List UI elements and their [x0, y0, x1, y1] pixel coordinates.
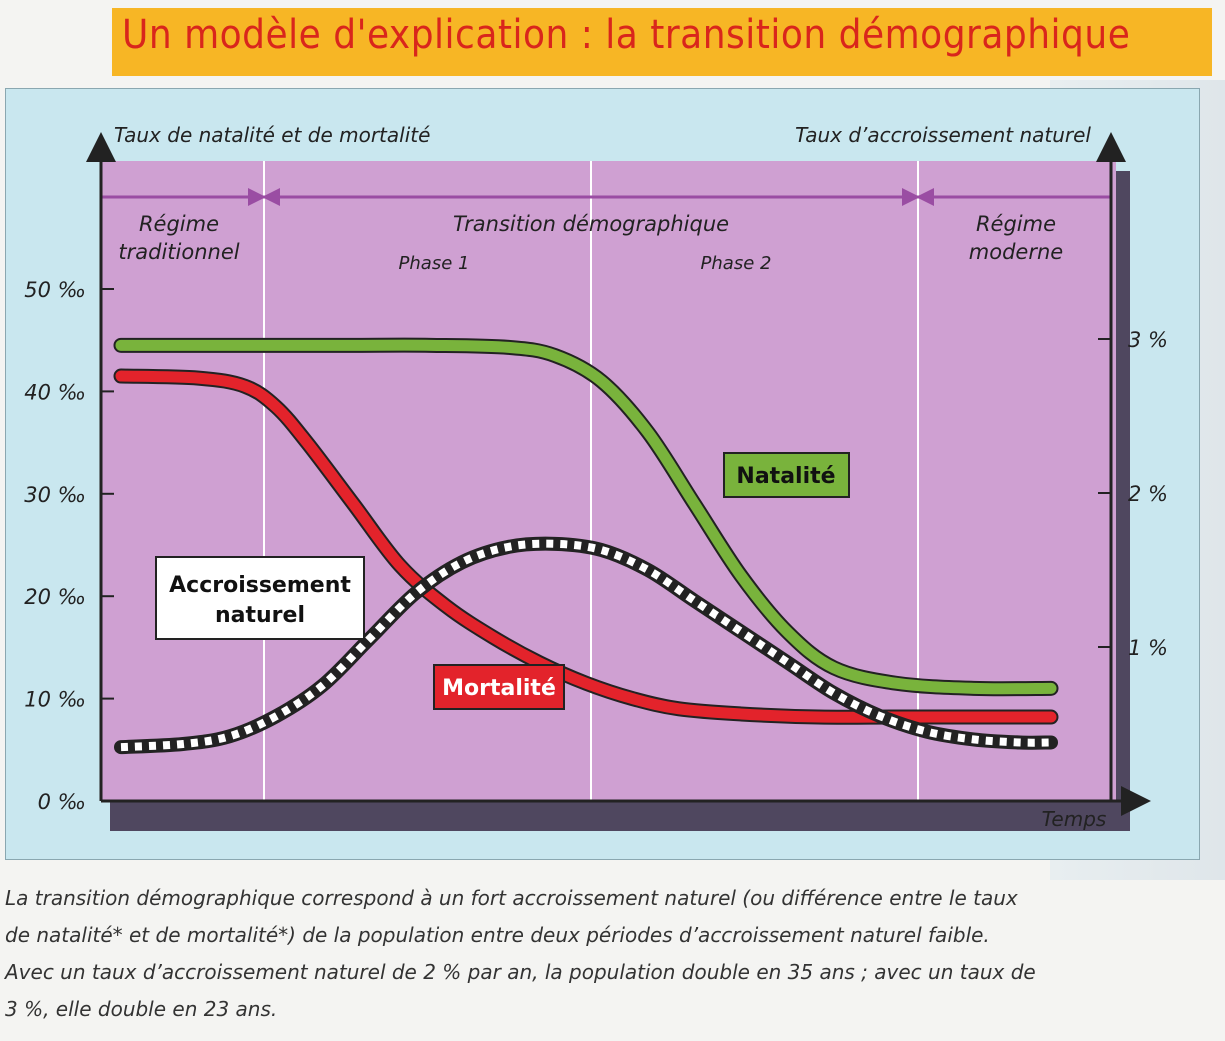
accroissement-label-box: Accroissement naturel	[155, 556, 365, 640]
title-banner	[112, 8, 1212, 76]
accroissement-label-line-1: Accroissement	[169, 573, 351, 598]
phase-2-label: Phase 2	[701, 253, 772, 274]
left-tick-label: 0 ‰	[38, 790, 86, 814]
mortalite-label-box: Mortalité	[433, 664, 565, 710]
mortalite-line	[115, 370, 1057, 723]
caption-line-3: Avec un taux d’accroissement naturel de …	[5, 960, 1036, 984]
figure-caption: La transition démographique correspond à…	[5, 880, 1210, 1028]
period-arrow-head-3	[916, 188, 934, 206]
left-tick-label: 40 ‰	[24, 380, 86, 404]
figure-frame: Taux de natalité et de mortalité Taux d’…	[5, 88, 1200, 860]
caption-line-2: de natalité* et de mortalité*) de la pop…	[5, 923, 990, 947]
natalite-line	[115, 339, 1057, 695]
series-layer	[113, 337, 1059, 755]
accroissement-label-line-2: naturel	[215, 603, 305, 628]
period-arrow-head-2	[248, 188, 266, 206]
page-title: Un modèle d'explication : la transition …	[122, 12, 1131, 58]
left-tick-label: 50 ‰	[24, 278, 86, 302]
right-axis-label: Taux d’accroissement naturel	[795, 123, 1091, 147]
accroissement-line-outline	[114, 536, 1058, 755]
right-ticks: 1 % 2 % 3 %	[1098, 328, 1168, 660]
period-label-modern-2: moderne	[969, 240, 1063, 264]
phase-1-label: Phase 1	[399, 253, 470, 274]
right-tick-label: 1 %	[1128, 636, 1168, 660]
right-tick-label: 2 %	[1128, 482, 1168, 506]
natalite-label-box: Natalité	[723, 452, 850, 498]
period-label-traditional-2: traditionnel	[118, 240, 239, 264]
caption-line-1: La transition démographique correspond à…	[5, 886, 1018, 910]
mortalite-label: Mortalité	[442, 676, 556, 701]
period-label-transition: Transition démographique	[453, 212, 729, 236]
chart-svg: Taux de natalité et de mortalité Taux d’…	[24, 123, 1168, 831]
period-label-modern-1: Régime	[976, 212, 1056, 236]
period-arrows	[101, 188, 1111, 206]
left-axis-label: Taux de natalité et de mortalité	[114, 123, 430, 147]
period-dividers	[263, 161, 919, 801]
left-ticks: 0 ‰ 10 ‰ 20 ‰ 30 ‰ 40 ‰ 50 ‰	[24, 278, 114, 814]
accroissement-label: Accroissement naturel	[169, 573, 351, 628]
caption-line-4: 3 %, elle double en 23 ans.	[5, 997, 278, 1021]
left-tick-label: 30 ‰	[24, 483, 86, 507]
right-tick-label: 3 %	[1128, 328, 1168, 352]
period-label-traditional-1: Régime	[139, 212, 219, 236]
period-arrow-head-4	[902, 188, 920, 206]
left-tick-label: 20 ‰	[24, 585, 86, 609]
natalite-label: Natalité	[736, 464, 835, 489]
left-tick-label: 10 ‰	[24, 688, 86, 712]
plot-area	[101, 161, 1116, 801]
period-arrow-head-1	[262, 188, 280, 206]
x-axis-label: Temps	[1042, 807, 1107, 831]
